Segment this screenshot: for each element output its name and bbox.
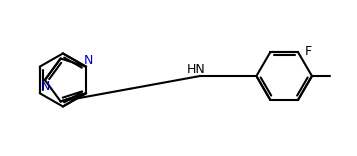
Text: N: N bbox=[84, 54, 93, 67]
Text: N: N bbox=[41, 80, 51, 93]
Text: HN: HN bbox=[186, 63, 205, 76]
Text: F: F bbox=[305, 45, 312, 58]
